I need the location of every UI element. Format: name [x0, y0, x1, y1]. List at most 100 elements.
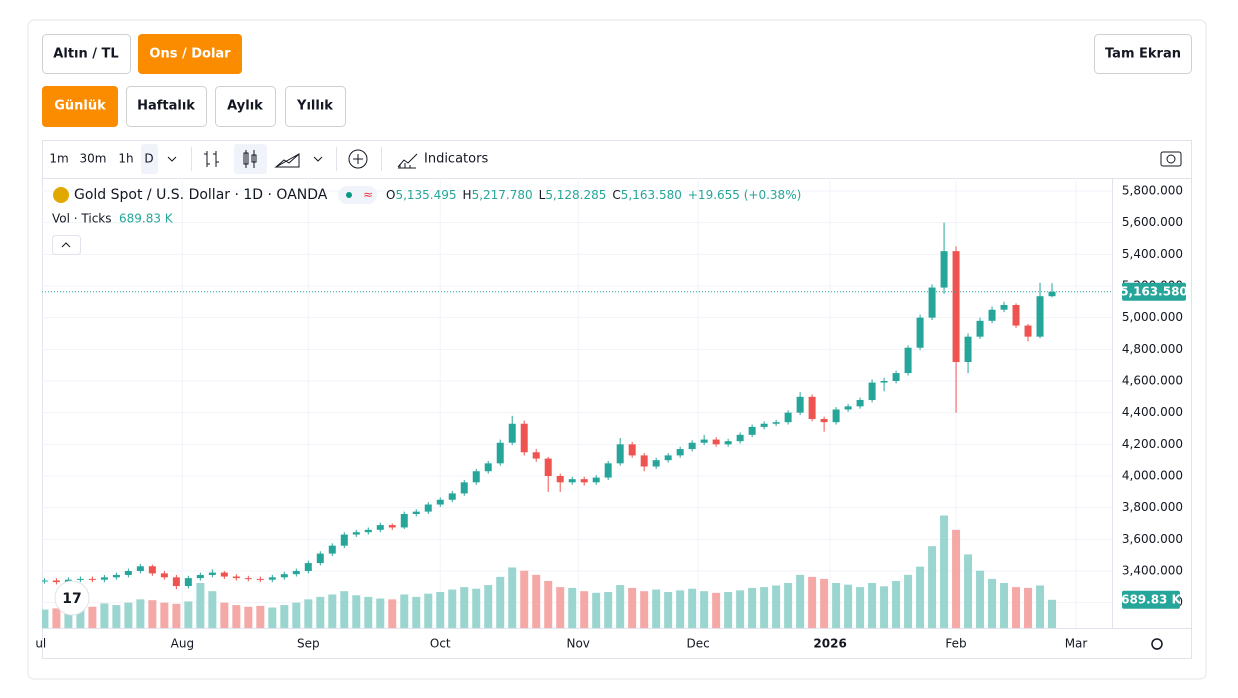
y-tick-label: 5,800.000 — [1122, 183, 1183, 197]
volume-bar — [412, 596, 421, 628]
volume-bar — [784, 583, 793, 628]
candle-body — [988, 309, 996, 321]
volume-bar — [892, 580, 901, 628]
button-label[interactable]: Tam Ekran — [1105, 47, 1181, 62]
volume-bar — [688, 588, 697, 628]
button-label[interactable]: Altın / TL — [53, 47, 118, 62]
volume-bar — [184, 601, 193, 628]
interval[interactable]: 30m — [80, 152, 107, 166]
volume-bar — [868, 583, 877, 628]
candle-body — [856, 399, 864, 407]
compare-icon[interactable] — [348, 149, 368, 169]
volume-bar — [340, 591, 349, 628]
candle-body — [208, 572, 216, 575]
ohlc-key: O — [386, 188, 395, 202]
interval[interactable]: 1h — [118, 152, 133, 166]
volume-bar — [844, 584, 853, 628]
logo[interactable] — [54, 580, 90, 616]
candle-body — [700, 439, 708, 443]
candle-body — [112, 574, 120, 578]
ohlc-value: 5,217.780 — [472, 188, 533, 202]
y-tick-label: 5,600.000 — [1122, 215, 1183, 229]
candle-body — [784, 412, 792, 423]
button[interactable]: Altın / TL — [42, 34, 131, 74]
candle-body — [304, 563, 312, 571]
volume-bar — [196, 583, 205, 628]
volume-bar — [820, 578, 829, 628]
volume-bar — [124, 602, 133, 628]
compare-icon[interactable] — [353, 154, 363, 164]
ohlc-value: 5,128.285 — [545, 188, 606, 202]
volume-bar — [916, 566, 925, 628]
candle-body — [736, 434, 744, 442]
chevron[interactable] — [167, 156, 323, 162]
candle-body — [232, 576, 240, 579]
candle-body — [712, 439, 720, 445]
candle-body — [844, 406, 852, 410]
volume-bar — [736, 590, 745, 628]
button-label[interactable]: Haftalık — [137, 99, 195, 114]
ohlc-key: L — [539, 188, 546, 202]
status-dot — [346, 192, 352, 198]
button[interactable]: Tam Ekran — [1094, 34, 1192, 74]
button[interactable]: Günlük — [42, 86, 118, 127]
candle-body — [724, 441, 732, 445]
volume-bar — [724, 592, 733, 628]
volume-bar — [76, 608, 85, 628]
volume-bar — [352, 595, 361, 628]
volume-bar — [160, 602, 169, 628]
button[interactable]: Haftalık — [126, 86, 207, 127]
y-tick-label: 5,400.000 — [1122, 247, 1183, 261]
volume-bar — [244, 606, 253, 628]
volume-title: Vol · Ticks — [52, 212, 112, 226]
indicators-icon[interactable] — [397, 153, 418, 169]
volume-bar — [1012, 587, 1021, 628]
interval[interactable]: 1m — [49, 152, 68, 166]
collapse-icon[interactable] — [61, 242, 71, 248]
candle-icon[interactable] — [243, 150, 257, 168]
candle-body — [880, 380, 888, 383]
volume-bar — [856, 587, 865, 628]
volume-bar — [42, 609, 49, 628]
volume-bar — [640, 591, 649, 628]
collapse-button[interactable] — [52, 235, 81, 255]
area-icon[interactable] — [274, 153, 300, 168]
candle-body — [640, 455, 648, 467]
camera-icon[interactable] — [1160, 151, 1182, 167]
volume-bar — [88, 606, 97, 628]
candle-body — [364, 529, 372, 533]
button[interactable]: Yıllık — [285, 86, 346, 127]
bar-icon[interactable] — [204, 151, 219, 167]
camera-icon[interactable] — [1166, 154, 1176, 164]
x-tick-label: Aug — [171, 637, 194, 651]
button[interactable]: Ons / Dolar — [138, 34, 242, 74]
candle-body — [820, 418, 828, 423]
volume-bar — [256, 605, 265, 628]
candle-body — [592, 477, 600, 483]
x-tick-label: Nov — [566, 637, 589, 651]
volume-bar — [520, 570, 529, 628]
settings-icon[interactable] — [1151, 638, 1163, 650]
button-label[interactable]: Ons / Dolar — [149, 47, 231, 62]
volume-bar — [436, 592, 445, 628]
ohlc-change: +19.655 (+0.38%) — [688, 188, 801, 202]
candle-body — [460, 482, 468, 494]
interval[interactable]: D — [144, 152, 153, 166]
volume-bar — [148, 600, 157, 628]
x-tick-label: Oct — [430, 637, 451, 651]
volume-bar — [940, 515, 949, 628]
candle-body — [52, 580, 60, 583]
last-price-tag — [1122, 282, 1186, 301]
button-label[interactable]: Günlük — [54, 99, 106, 114]
button[interactable]: Aylık — [215, 86, 276, 127]
candle-body — [436, 499, 444, 505]
candle-body — [472, 471, 480, 483]
candle-body — [688, 442, 696, 450]
button-label[interactable]: Aylık — [227, 99, 263, 114]
button-label[interactable]: Yıllık — [296, 99, 333, 114]
logo-mark[interactable]: 17 — [62, 591, 81, 607]
volume-bar — [652, 589, 661, 628]
indicators[interactable]: Indicators — [424, 152, 488, 167]
volume-bar — [568, 587, 577, 628]
